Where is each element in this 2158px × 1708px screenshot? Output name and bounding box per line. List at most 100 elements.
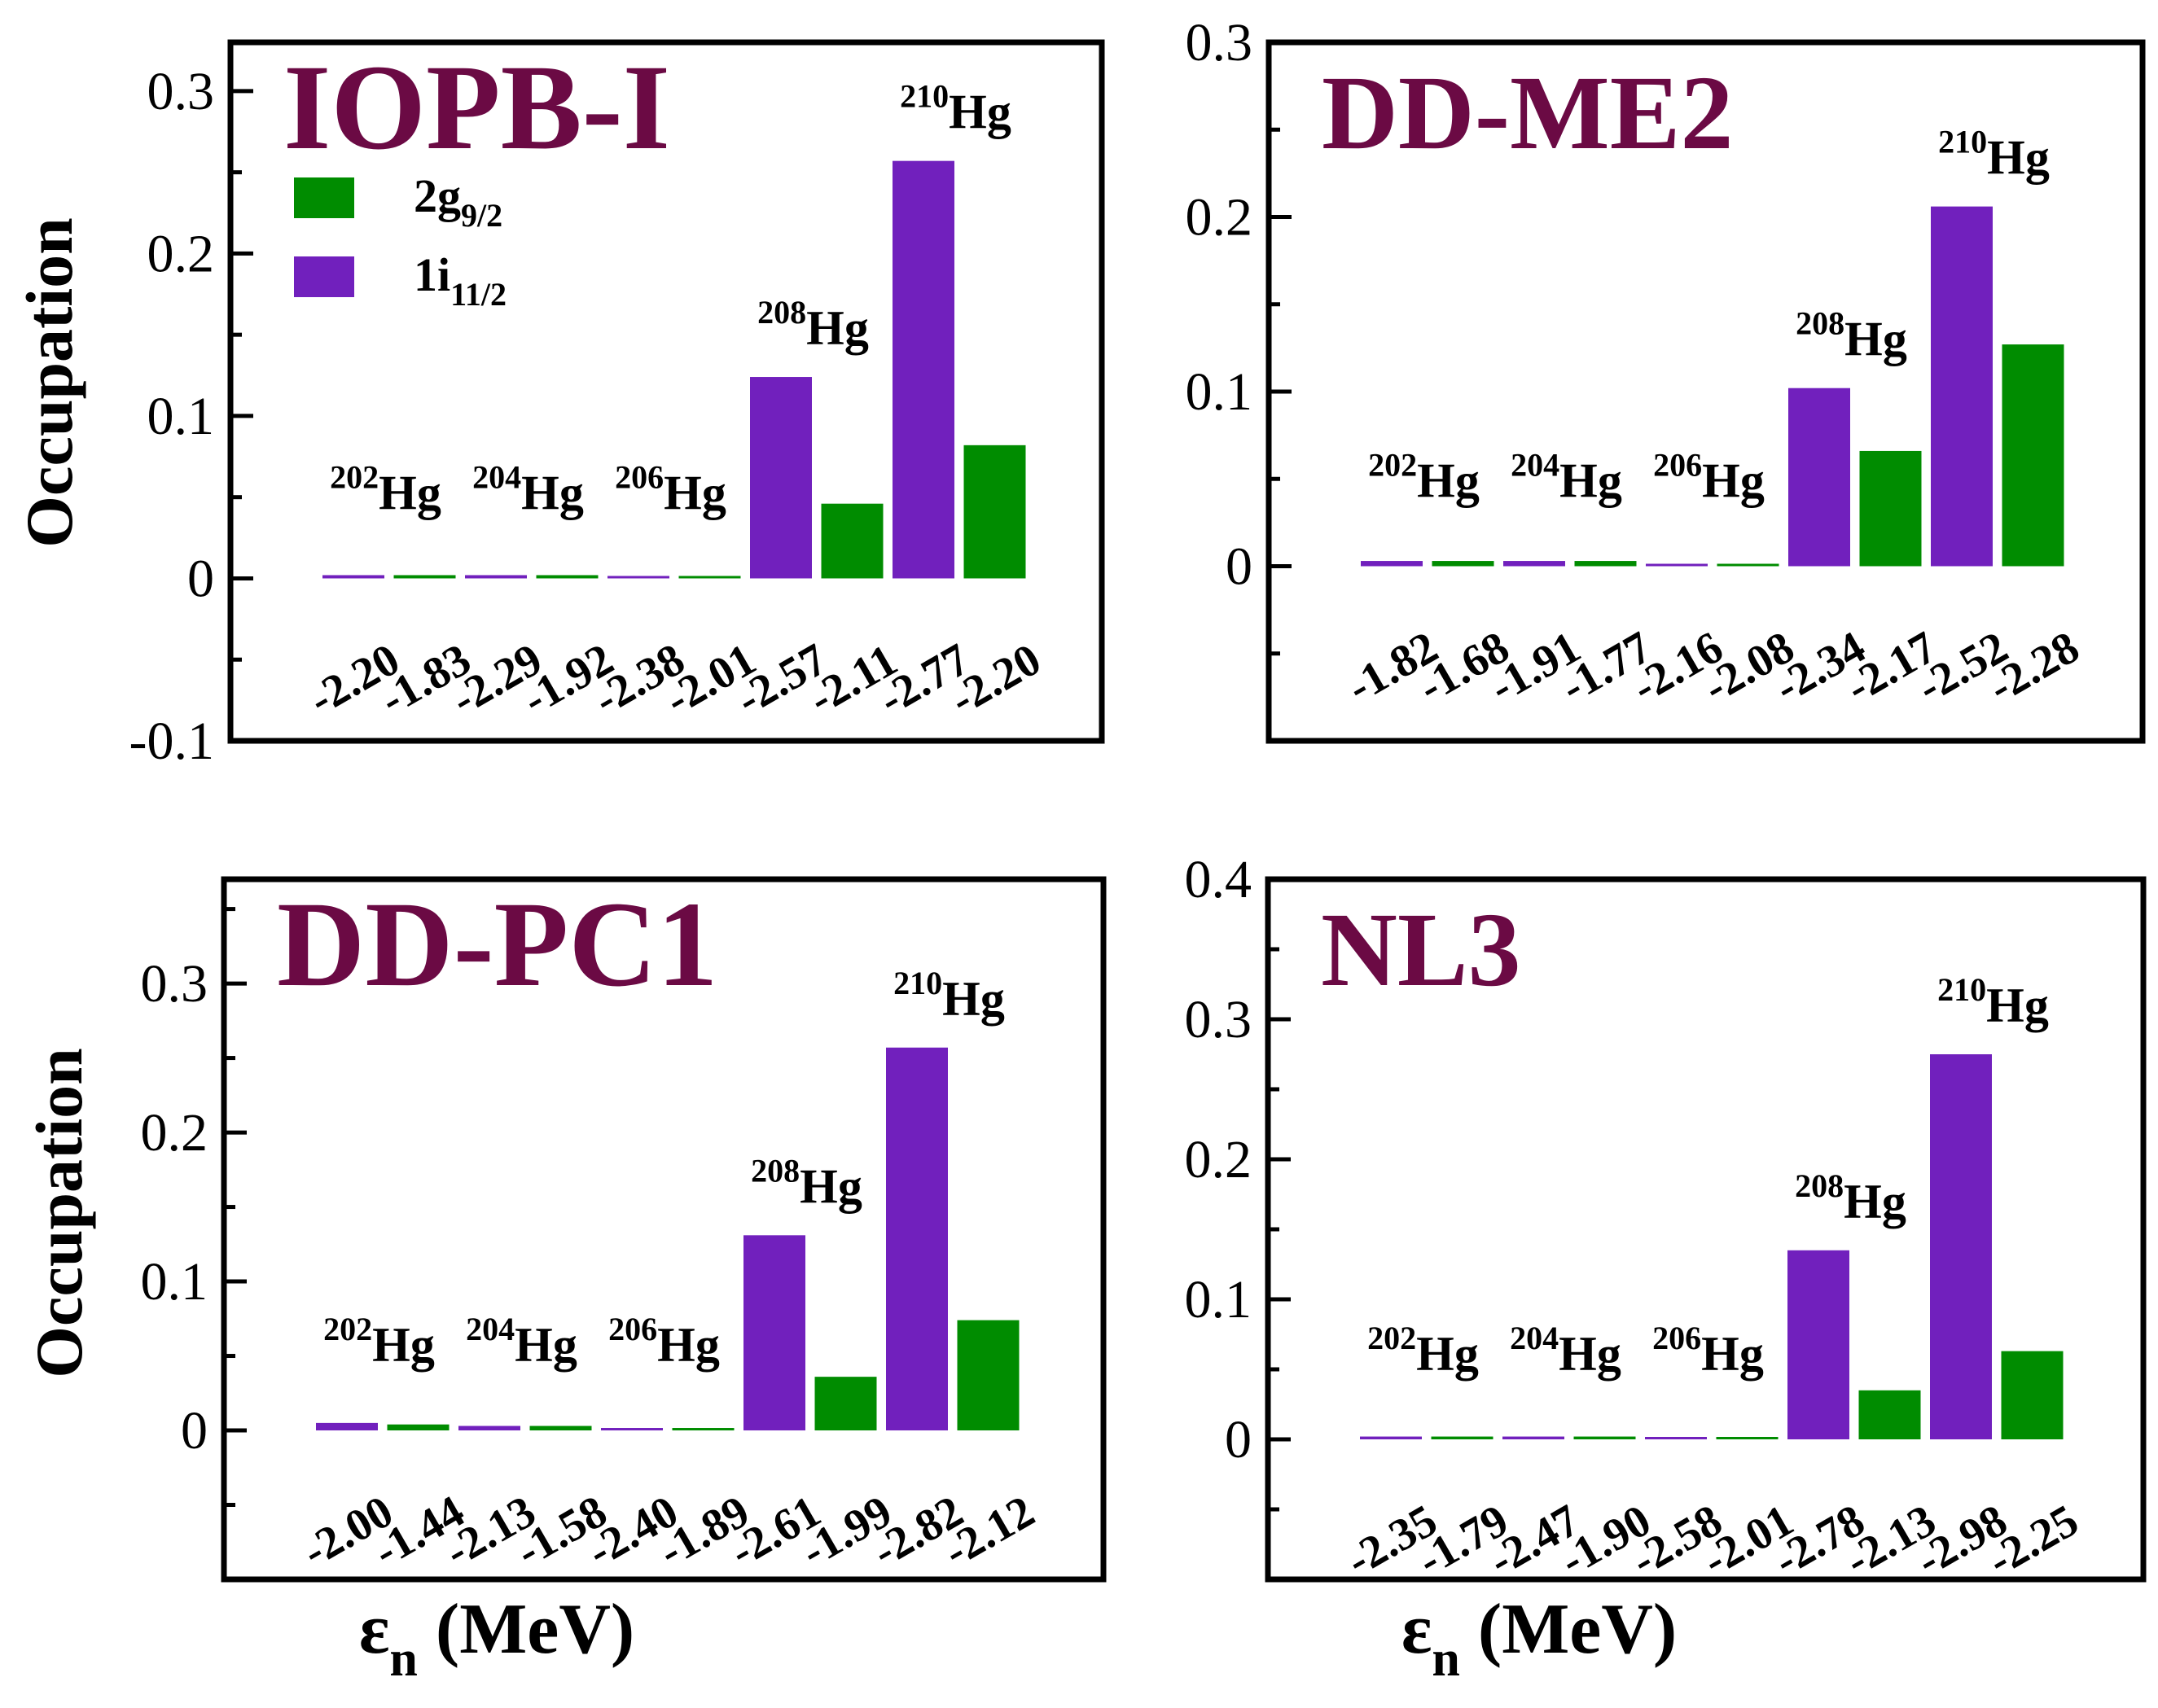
element-symbol: Hg xyxy=(664,466,726,519)
mass-number: 204 xyxy=(466,1311,515,1347)
nucleus-label: 206Hg xyxy=(1652,1320,1764,1381)
nucleus-label: 206Hg xyxy=(615,458,726,519)
nucleus-label: 208Hg xyxy=(757,294,869,355)
bar-i112-3 xyxy=(1503,561,1565,567)
element-symbol: Hg xyxy=(1987,131,2050,185)
y-tick-label: 0.1 xyxy=(141,1252,208,1312)
element-symbol: Hg xyxy=(1844,1175,1906,1228)
nucleus-label: 204Hg xyxy=(472,458,584,519)
nucleus-label: 206Hg xyxy=(608,1311,720,1372)
y-tick-label: -0.1 xyxy=(129,712,214,771)
mass-number: 204 xyxy=(1511,447,1559,484)
mass-number: 208 xyxy=(1795,1167,1844,1204)
bar-i112-9 xyxy=(1931,206,1993,567)
chart-panel-4: 00.10.20.30.4-2.35-1.79-2.47-1.90-2.58-2… xyxy=(1185,850,2147,1586)
bar-i112-1 xyxy=(316,1422,378,1431)
element-symbol: Hg xyxy=(800,1159,862,1213)
element-symbol: Hg xyxy=(949,85,1011,139)
bar-i112-1 xyxy=(1360,1436,1422,1439)
bar-g92-4 xyxy=(536,575,599,579)
panel-title: NL3 xyxy=(1321,891,1521,1009)
nucleus-label: 202Hg xyxy=(1368,447,1480,508)
mass-number: 202 xyxy=(330,458,379,495)
y-tick-label: 0.2 xyxy=(141,1103,208,1163)
y-tick-label: 0.4 xyxy=(1185,850,1252,909)
x-axis-label-left: εn (MeV) xyxy=(359,1590,634,1687)
y-tick-label: 0.1 xyxy=(1185,1270,1252,1329)
nucleus-label: 210Hg xyxy=(893,965,1005,1026)
nucleus-label: 206Hg xyxy=(1653,447,1765,508)
mass-number: 208 xyxy=(1796,305,1844,342)
nucleus-label: 208Hg xyxy=(751,1152,862,1213)
bar-i112-3 xyxy=(458,1426,520,1431)
legend-main: 2g xyxy=(414,169,461,222)
nucleus-label: 202Hg xyxy=(1367,1320,1479,1381)
mass-number: 202 xyxy=(1368,447,1417,484)
bar-g92-4 xyxy=(1573,1436,1636,1439)
y-tick-label: 0.3 xyxy=(1185,990,1252,1049)
nucleus-label: 210Hg xyxy=(1938,124,2050,185)
y-tick-label: 0.1 xyxy=(1186,362,1253,422)
x-axis-label-right: εn (MeV) xyxy=(1401,1590,1677,1687)
legend-label-i112: 1i11/2 xyxy=(414,248,507,313)
mass-number: 202 xyxy=(1367,1320,1416,1356)
bar-i112-9 xyxy=(886,1047,948,1431)
bar-i112-9 xyxy=(1930,1054,1992,1439)
bar-g92-6 xyxy=(1717,563,1779,567)
y-tick-label: 0 xyxy=(181,1401,208,1461)
panel-title: IOPB-I xyxy=(283,40,670,175)
bar-i112-7 xyxy=(1787,1250,1849,1439)
mass-number: 210 xyxy=(900,78,949,115)
element-symbol: Hg xyxy=(521,466,584,519)
nucleus-label: 208Hg xyxy=(1795,1167,1906,1228)
mass-number: 210 xyxy=(1937,971,1986,1008)
legend-label-g92: 2g9/2 xyxy=(414,169,502,234)
y-tick-label: 0.1 xyxy=(147,387,215,446)
bar-i112-1 xyxy=(1361,561,1423,567)
bar-i112-7 xyxy=(750,377,812,579)
mass-number: 210 xyxy=(893,965,942,1001)
element-symbol: Hg xyxy=(657,1318,720,1372)
bar-g92-6 xyxy=(672,1428,735,1431)
mass-number: 206 xyxy=(1652,1320,1701,1356)
mass-number: 206 xyxy=(615,458,664,495)
nucleus-label: 204Hg xyxy=(1510,1320,1621,1381)
bar-i112-5 xyxy=(601,1428,663,1431)
y-axis-label-top: Occupation xyxy=(12,217,86,547)
mass-number: 208 xyxy=(757,294,806,331)
legend: 2g9/2 1i11/2 xyxy=(294,169,507,313)
x-axis-label-symbol: ε xyxy=(359,1590,390,1669)
bar-g92-10 xyxy=(2002,344,2064,567)
bar-i112-9 xyxy=(893,160,954,579)
nucleus-label: 204Hg xyxy=(466,1311,577,1372)
element-symbol: Hg xyxy=(1417,454,1480,508)
y-tick-label: 0.2 xyxy=(1185,1130,1252,1189)
chart-panel-1: -0.100.10.20.3-2.20-1.83-2.29-1.92-2.38-… xyxy=(129,39,1105,771)
y-tick-label: 0.3 xyxy=(147,62,215,121)
bar-g92-8 xyxy=(1859,450,1922,567)
element-symbol: Hg xyxy=(806,301,869,355)
legend-swatch-i112 xyxy=(294,256,354,297)
y-tick-label: 0.2 xyxy=(1186,188,1253,247)
bar-g92-10 xyxy=(957,1320,1020,1431)
bar-i112-1 xyxy=(322,575,384,579)
mass-number: 204 xyxy=(472,458,521,495)
element-symbol: Hg xyxy=(1559,1327,1621,1381)
element-symbol: Hg xyxy=(1559,454,1622,508)
x-axis-label-symbol: ε xyxy=(1401,1590,1432,1669)
chart-panel-2: 00.10.20.3-1.82-1.68-1.91-1.77-2.16-2.08… xyxy=(1186,13,2146,744)
bar-g92-2 xyxy=(1432,561,1494,567)
legend-swatch-g92 xyxy=(294,177,354,218)
element-symbol: Hg xyxy=(1701,1327,1764,1381)
bar-g92-2 xyxy=(387,1424,450,1431)
nucleus-label: 202Hg xyxy=(330,458,441,519)
element-symbol: Hg xyxy=(942,972,1005,1026)
y-axis-label-bottom: Occupation xyxy=(22,1048,96,1377)
element-symbol: Hg xyxy=(1416,1327,1479,1381)
y-tick-label: 0 xyxy=(187,549,214,608)
element-symbol: Hg xyxy=(1986,979,2049,1032)
bar-i112-5 xyxy=(1646,563,1708,567)
bar-i112-7 xyxy=(1788,388,1850,567)
bar-g92-4 xyxy=(529,1426,592,1431)
